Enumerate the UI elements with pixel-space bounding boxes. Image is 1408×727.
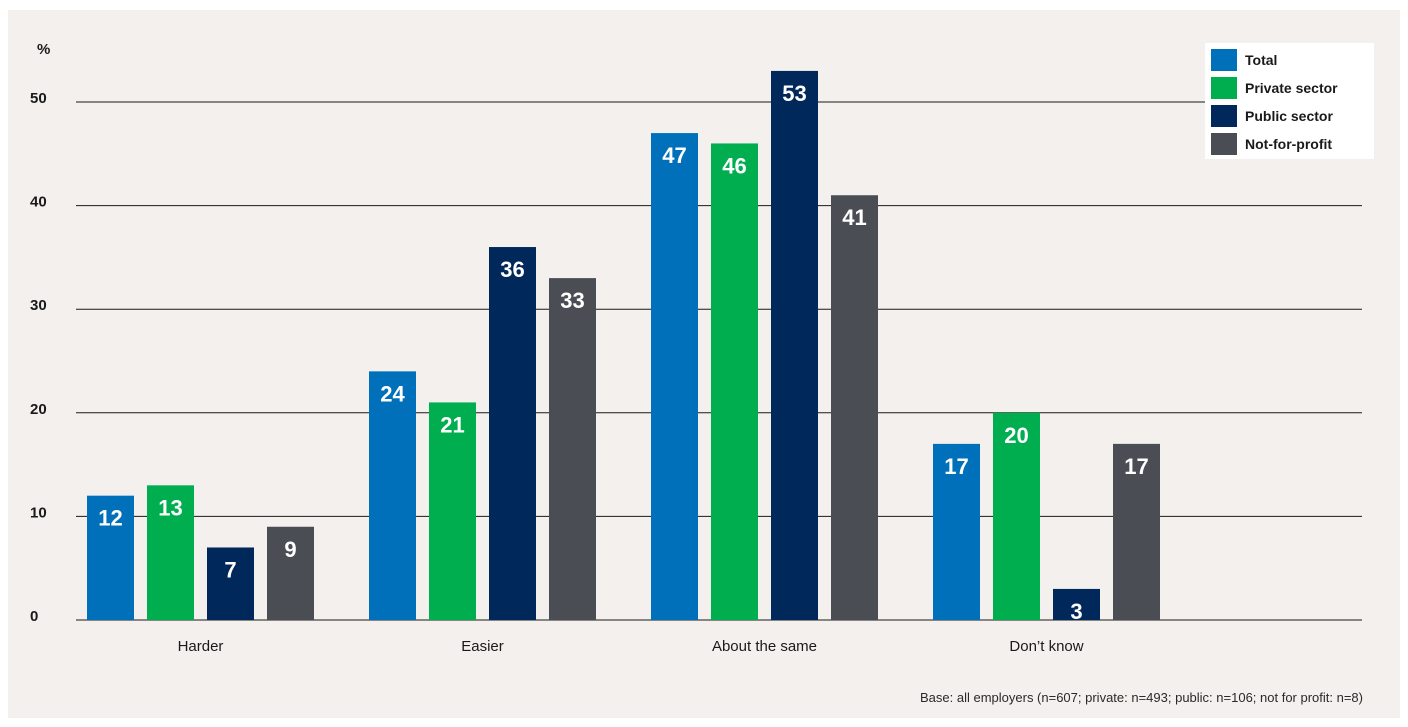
data-label-private-sector-3: 20 [1004, 423, 1028, 448]
x-category-label-1: Easier [461, 638, 504, 655]
y-tick-label-40: 40 [30, 194, 47, 211]
data-label-public-sector-2: 53 [782, 81, 806, 106]
bar-total-0 [87, 495, 134, 620]
data-label-public-sector-1: 36 [500, 257, 524, 282]
data-label-public-sector-0: 7 [224, 557, 236, 582]
y-tick-label-0: 0 [30, 608, 38, 625]
data-label-not-for-profit-1: 33 [560, 288, 584, 313]
bar-public-sector-1 [489, 247, 536, 621]
bar-private-sector-0 [147, 485, 194, 620]
bar-not-for-profit-1 [549, 278, 596, 620]
legend-label-not-for-profit: Not-for-profit [1245, 136, 1333, 152]
legend-swatch-private-sector [1211, 77, 1237, 99]
bar-public-sector-2 [771, 70, 818, 621]
y-tick-label-20: 20 [30, 401, 47, 418]
bar-not-for-profit-2 [831, 195, 878, 621]
data-label-total-0: 12 [98, 506, 122, 531]
bar-private-sector-2 [711, 143, 758, 620]
legend-swatch-public-sector [1211, 105, 1237, 127]
bar-public-sector-3 [1053, 588, 1100, 620]
y-tick-label-30: 30 [30, 297, 47, 314]
bar-total-2 [651, 133, 698, 620]
bar-private-sector-1 [429, 402, 476, 620]
legend-label-private-sector: Private sector [1245, 80, 1338, 96]
data-label-not-for-profit-3: 17 [1124, 454, 1148, 479]
data-label-private-sector-0: 13 [158, 495, 182, 520]
legend: Total Private sector Public sector Not-f… [1205, 43, 1374, 159]
bar-not-for-profit-3 [1113, 443, 1160, 620]
legend-swatch-total [1211, 49, 1237, 71]
data-label-public-sector-3: 3 [1070, 599, 1082, 624]
legend-item-public-sector: Public sector [1211, 105, 1333, 127]
data-label-total-2: 47 [662, 143, 686, 168]
legend-item-private-sector: Private sector [1211, 77, 1338, 99]
bar-not-for-profit-0 [267, 526, 314, 620]
y-axis-unit-label: % [37, 41, 50, 58]
bar-total-3 [933, 443, 980, 620]
data-label-not-for-profit-2: 41 [842, 205, 866, 230]
legend-label-public-sector: Public sector [1245, 108, 1333, 124]
legend-swatch-not-for-profit [1211, 133, 1237, 155]
legend-label-total: Total [1245, 52, 1278, 68]
x-category-label-2: About the same [712, 638, 817, 655]
x-category-label-0: Harder [178, 638, 224, 655]
y-tick-label-10: 10 [30, 504, 47, 521]
x-category-label-3: Don’t know [1009, 638, 1083, 655]
bar-total-1 [369, 371, 416, 620]
legend-item-not-for-profit: Not-for-profit [1211, 133, 1332, 155]
bar-public-sector-0 [207, 547, 254, 620]
bar-private-sector-3 [993, 412, 1040, 620]
data-label-private-sector-2: 46 [722, 153, 746, 178]
data-label-total-3: 17 [944, 454, 968, 479]
data-label-total-1: 24 [380, 381, 405, 406]
y-tick-label-50: 50 [30, 90, 47, 107]
data-label-private-sector-1: 21 [440, 412, 464, 437]
data-label-not-for-profit-0: 9 [284, 537, 296, 562]
footnote: Base: all employers (n=607; private: n=4… [920, 690, 1363, 705]
legend-item-total: Total [1211, 49, 1277, 71]
